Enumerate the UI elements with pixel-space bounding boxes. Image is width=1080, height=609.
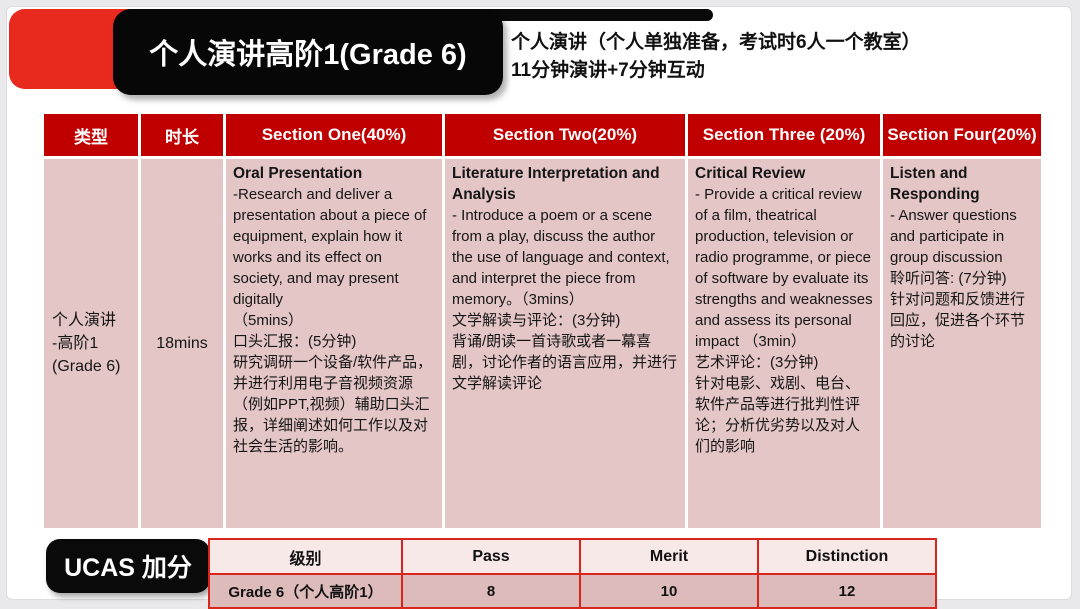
- table-body-row: 个人演讲 -高阶1 (Grade 6) 18mins Oral Presenta…: [41, 156, 1044, 531]
- column-header-section-two: Section Two(20%): [442, 111, 688, 159]
- column-header-section-four: Section Four(20%): [880, 111, 1044, 159]
- column-header-section-three: Section Three (20%): [685, 111, 883, 159]
- ucas-pass-cell: 8: [401, 573, 581, 609]
- section-three-title: Critical Review: [695, 165, 806, 182]
- section-two-title: Literature Interpretation and Analysis: [452, 165, 660, 203]
- section-three-cell: Critical Review - Provide a critical rev…: [685, 156, 883, 531]
- section-three-body: - Provide a critical review of a film, t…: [695, 186, 873, 455]
- slide-page: 个人演讲高阶1(Grade 6) 个人演讲（个人单独准备，考试时6人一个教室） …: [6, 6, 1072, 609]
- section-four-body: - Answer questions and participate in gr…: [890, 207, 1026, 350]
- section-one-cell: Oral Presentation -Research and deliver …: [223, 156, 445, 531]
- section-two-cell: Literature Interpretation and Analysis -…: [442, 156, 688, 531]
- title-badge: 个人演讲高阶1(Grade 6): [113, 9, 503, 95]
- column-header-type: 类型: [41, 111, 141, 159]
- ucas-data-row: Grade 6（个人高阶1） 8 10 12: [208, 573, 937, 609]
- column-header-section-one: Section One(40%): [223, 111, 445, 159]
- ucas-column-level: 级别: [208, 538, 403, 575]
- duration-cell: 18mins: [138, 156, 226, 531]
- ucas-column-distinction: Distinction: [757, 538, 937, 575]
- exam-structure-table: 类型 时长 Section One(40%) Section Two(20%) …: [41, 111, 1044, 531]
- ucas-header-row: 级别 Pass Merit Distinction: [208, 538, 937, 575]
- ucas-column-pass: Pass: [401, 538, 581, 575]
- page-title: 个人演讲高阶1(Grade 6): [149, 39, 467, 71]
- section-four-cell: Listen and Responding - Answer questions…: [880, 156, 1044, 531]
- table-header-row: 类型 时长 Section One(40%) Section Two(20%) …: [41, 111, 1044, 159]
- column-header-duration: 时长: [138, 111, 226, 159]
- ucas-distinction-cell: 12: [757, 573, 937, 609]
- ucas-points-table: 级别 Pass Merit Distinction Grade 6（个人高阶1）…: [208, 538, 937, 609]
- ucas-bonus-label: UCAS 加分: [64, 554, 192, 582]
- type-cell: 个人演讲 -高阶1 (Grade 6): [41, 156, 141, 531]
- header-subtitle-line1: 个人演讲（个人单独准备，考试时6人一个教室）: [511, 32, 921, 53]
- section-two-body: - Introduce a poem or a scene from a pla…: [452, 207, 678, 392]
- header-subtitle-line2: 11分钟演讲+7分钟互动: [511, 60, 705, 81]
- ucas-column-merit: Merit: [579, 538, 759, 575]
- section-one-body: -Research and deliver a presentation abo…: [233, 186, 433, 455]
- section-four-title: Listen and Responding: [890, 165, 980, 203]
- ucas-grade-cell: Grade 6（个人高阶1）: [208, 573, 403, 609]
- section-one-title: Oral Presentation: [233, 165, 363, 182]
- ucas-merit-cell: 10: [579, 573, 759, 609]
- ucas-bonus-badge: UCAS 加分: [46, 539, 210, 593]
- header-subtitle: 个人演讲（个人单独准备，考试时6人一个教室） 11分钟演讲+7分钟互动: [511, 29, 921, 85]
